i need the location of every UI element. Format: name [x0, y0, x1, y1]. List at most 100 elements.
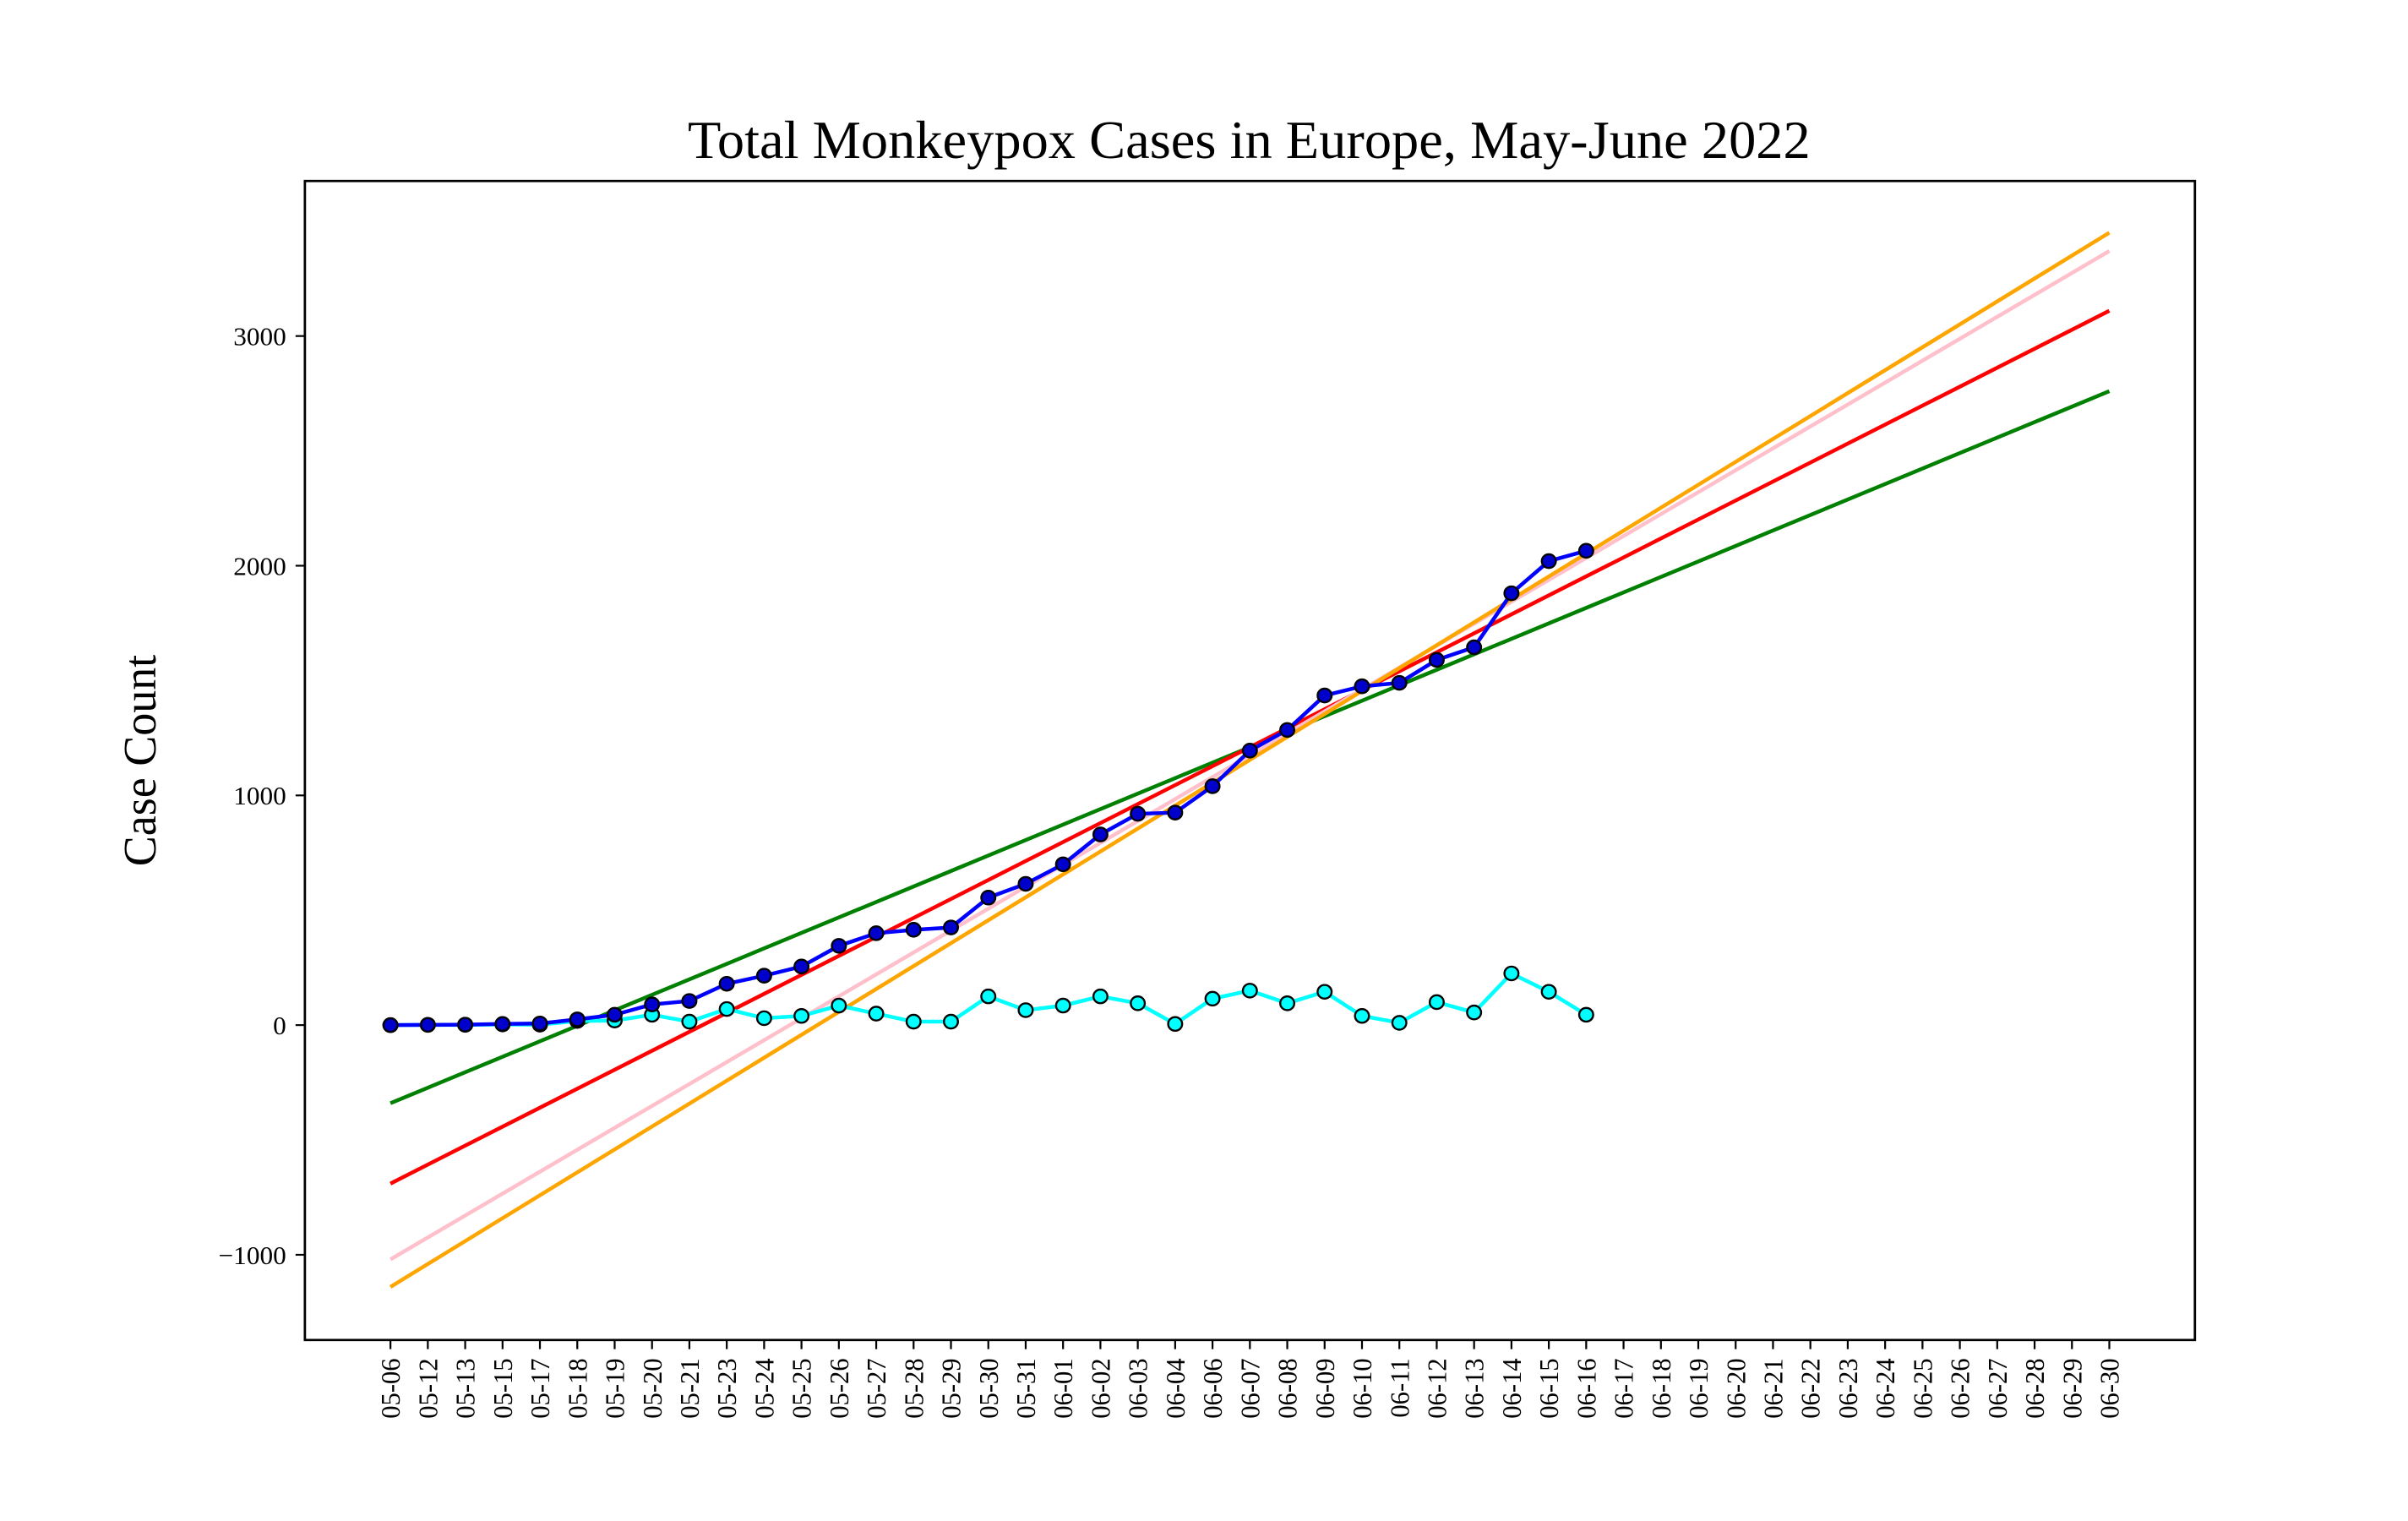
- y-tick-label: 1000: [233, 781, 286, 810]
- data-point: [1054, 997, 1071, 1014]
- fit-line: [389, 231, 2111, 1289]
- data-point: [1354, 1007, 1370, 1024]
- x-tick-label: 05-25: [787, 1358, 816, 1418]
- data-point: [868, 1006, 885, 1022]
- data-point: [1204, 990, 1221, 1007]
- data-point: [1540, 984, 1557, 1000]
- data-point: [1017, 875, 1034, 892]
- data-point: [1428, 651, 1445, 668]
- data-point: [905, 1013, 922, 1030]
- x-tick-label: 06-29: [2057, 1358, 2087, 1418]
- data-point: [980, 890, 997, 906]
- x-tick-label: 05-30: [973, 1358, 1003, 1418]
- x-tick-label: 05-06: [376, 1358, 406, 1418]
- data-point: [1279, 722, 1296, 739]
- data-point: [531, 1015, 548, 1032]
- x-tick-label: 05-24: [749, 1358, 779, 1418]
- x-tick-label: 06-02: [1086, 1358, 1115, 1418]
- data-point: [1092, 826, 1109, 842]
- data-point: [419, 1017, 436, 1033]
- data-point: [793, 958, 810, 975]
- data-point: [1167, 804, 1184, 820]
- x-tick-label: 06-15: [1534, 1358, 1564, 1418]
- data-point: [1167, 1016, 1184, 1033]
- x-tick-label: 06-26: [1945, 1358, 1975, 1418]
- data-point: [868, 925, 885, 941]
- x-tick-label: 06-28: [2020, 1358, 2050, 1418]
- data-point: [382, 1017, 399, 1033]
- x-tick-label: 05-17: [526, 1358, 555, 1418]
- chart-title: Total Monkeypox Cases in Europe, May-Jun…: [688, 111, 1811, 170]
- x-tick-label: 06-09: [1310, 1358, 1339, 1418]
- data-point: [1428, 994, 1445, 1011]
- x-tick-label: 06-21: [1758, 1358, 1788, 1418]
- x-tick-label: 05-31: [1011, 1358, 1041, 1418]
- x-tick-label: 05-18: [563, 1358, 592, 1418]
- data-point: [1130, 995, 1147, 1011]
- data-point: [1577, 1006, 1594, 1023]
- x-tick-label: 05-19: [600, 1358, 629, 1418]
- x-tick-label: 06-17: [1609, 1358, 1638, 1418]
- data-point: [644, 996, 661, 1012]
- data-point: [1204, 778, 1221, 794]
- data-point: [1354, 678, 1370, 695]
- data-point: [1503, 585, 1520, 602]
- data-point: [1466, 1004, 1483, 1021]
- y-tick-label: 0: [273, 1011, 286, 1040]
- x-tick-label: 06-27: [1983, 1358, 2013, 1418]
- x-tick-label: 06-10: [1348, 1358, 1377, 1418]
- x-tick-label: 06-01: [1049, 1358, 1078, 1418]
- data-point: [1577, 542, 1594, 559]
- x-tick-label: 06-14: [1497, 1358, 1527, 1418]
- data-point: [905, 922, 922, 938]
- data-line: [390, 548, 1587, 1028]
- y-axis-label: Case Count: [114, 655, 166, 866]
- data-point: [1241, 983, 1258, 999]
- x-tick-label: 05-23: [712, 1358, 742, 1418]
- x-tick-label: 06-04: [1161, 1358, 1190, 1418]
- x-tick-label: 05-15: [488, 1358, 518, 1418]
- x-tick-label: 06-22: [1795, 1358, 1825, 1418]
- x-tick-label: 05-21: [675, 1358, 705, 1418]
- data-point: [606, 1006, 623, 1023]
- x-tick-label: 06-07: [1235, 1358, 1265, 1418]
- data-point: [1054, 856, 1071, 873]
- x-tick-label: 06-06: [1198, 1358, 1228, 1418]
- x-tick-label: 06-08: [1272, 1358, 1302, 1418]
- data-point: [943, 1013, 959, 1030]
- x-tick-label: 06-19: [1684, 1358, 1713, 1418]
- data-point: [831, 938, 847, 954]
- x-tick-label: 06-13: [1459, 1358, 1489, 1418]
- y-tick-label: −1000: [219, 1240, 286, 1270]
- data-point: [755, 1010, 772, 1027]
- data-point: [718, 975, 735, 992]
- x-tick-label: 05-20: [637, 1358, 667, 1418]
- x-tick-label: 05-12: [413, 1358, 443, 1418]
- data-point: [1540, 553, 1557, 570]
- x-tick-label: 06-30: [2095, 1358, 2124, 1418]
- data-point: [1279, 995, 1296, 1011]
- x-tick-label: 05-13: [450, 1358, 480, 1418]
- x-tick-label: 06-20: [1721, 1358, 1751, 1418]
- data-point: [943, 919, 959, 935]
- x-tick-label: 06-16: [1572, 1358, 1601, 1418]
- y-tick-label: 3000: [233, 322, 286, 352]
- data-point: [1316, 984, 1333, 1000]
- data-point: [1017, 1002, 1034, 1018]
- x-tick-label: 05-26: [825, 1358, 854, 1418]
- data-point: [831, 997, 847, 1014]
- data-point: [681, 993, 698, 1009]
- data-point: [569, 1011, 586, 1028]
- data-point: [1466, 639, 1483, 656]
- data-point: [980, 988, 997, 1005]
- x-tick-label: 05-27: [862, 1358, 891, 1418]
- x-tick-label: 06-18: [1647, 1358, 1676, 1418]
- data-point: [1316, 687, 1333, 704]
- data-point: [1241, 743, 1258, 759]
- data-point: [1391, 674, 1408, 691]
- y-tick-label: 2000: [233, 552, 286, 581]
- data-point: [681, 1013, 698, 1030]
- data-point: [1092, 988, 1109, 1005]
- x-tick-label: 06-11: [1385, 1358, 1414, 1417]
